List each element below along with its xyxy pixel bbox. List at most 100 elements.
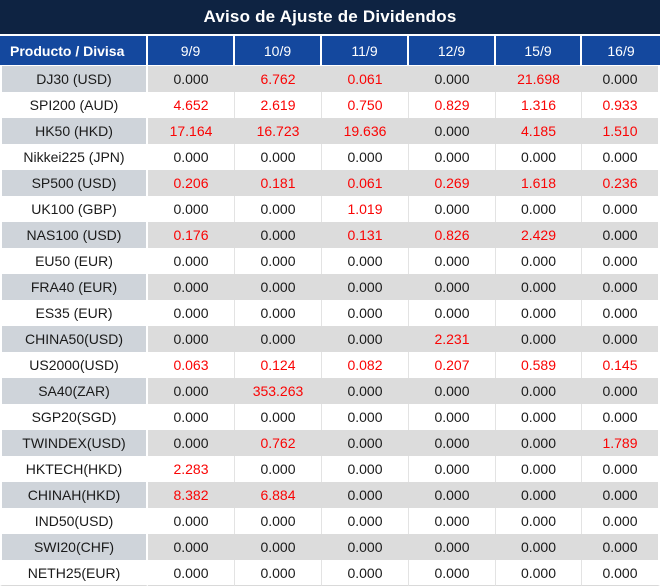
product-cell: ES35 (EUR) [0, 300, 148, 326]
value-cell: 0.000 [496, 404, 582, 430]
value-cell: 0.000 [409, 300, 496, 326]
column-header-date-10-9: 10/9 [235, 36, 322, 66]
value-cell: 0.000 [409, 482, 496, 508]
table-row: Nikkei225 (JPN) 0.000 0.000 0.000 0.000 0.000… [0, 144, 660, 170]
value-cell: 0.000 [496, 560, 582, 586]
value-cell: 0.000 [322, 534, 409, 560]
value-cell: 0.000 [148, 248, 235, 274]
table-row: SPI200 (AUD) 4.652 2.619 0.750 0.829 1.316 0.9… [0, 92, 660, 118]
value-cell: 0.131 [322, 222, 409, 248]
value-cell: 0.181 [235, 170, 322, 196]
value-cell: 0.000 [322, 508, 409, 534]
value-cell: 0.000 [582, 196, 660, 222]
value-cell: 4.652 [148, 92, 235, 118]
value-cell: 0.000 [496, 378, 582, 404]
table-row: US2000(USD) 0.063 0.124 0.082 0.207 0.589 0.14… [0, 352, 660, 378]
value-cell: 0.000 [582, 326, 660, 352]
value-cell: 0.000 [409, 248, 496, 274]
value-cell: 0.000 [409, 66, 496, 92]
value-cell: 0.589 [496, 352, 582, 378]
product-cell: NAS100 (USD) [0, 222, 148, 248]
table-row: SGP20(SGD) 0.000 0.000 0.000 0.000 0.000 0.000 [0, 404, 660, 430]
value-cell: 2.619 [235, 92, 322, 118]
product-cell: SA40(ZAR) [0, 378, 148, 404]
value-cell: 0.826 [409, 222, 496, 248]
value-cell: 0.000 [496, 534, 582, 560]
product-cell: Nikkei225 (JPN) [0, 144, 148, 170]
value-cell: 1.789 [582, 430, 660, 456]
value-cell: 0.063 [148, 352, 235, 378]
value-cell: 0.000 [582, 456, 660, 482]
value-cell: 0.000 [148, 534, 235, 560]
value-cell: 0.000 [235, 326, 322, 352]
value-cell: 0.000 [496, 196, 582, 222]
value-cell: 0.000 [148, 326, 235, 352]
value-cell: 0.000 [409, 456, 496, 482]
value-cell: 0.000 [409, 534, 496, 560]
product-cell: SGP20(SGD) [0, 404, 148, 430]
value-cell: 0.000 [235, 248, 322, 274]
value-cell: 0.000 [322, 144, 409, 170]
table-row: HKTECH(HKD) 2.283 0.000 0.000 0.000 0.000 0.00… [0, 456, 660, 482]
value-cell: 0.000 [582, 144, 660, 170]
value-cell: 0.000 [148, 560, 235, 586]
value-cell: 0.000 [322, 456, 409, 482]
page-title: Aviso de Ajuste de Dividendos [0, 0, 660, 34]
column-header-date-9-9: 9/9 [148, 36, 235, 66]
value-cell: 353.263 [235, 378, 322, 404]
table-row: CHINA50(USD) 0.000 0.000 0.000 2.231 0.000 0.0… [0, 326, 660, 352]
value-cell: 0.000 [409, 404, 496, 430]
value-cell: 0.236 [582, 170, 660, 196]
product-cell: EU50 (EUR) [0, 248, 148, 274]
value-cell: 6.762 [235, 66, 322, 92]
value-cell: 0.000 [409, 274, 496, 300]
column-header-date-12-9: 12/9 [409, 36, 496, 66]
value-cell: 0.061 [322, 170, 409, 196]
table-body: DJ30 (USD) 0.000 6.762 0.061 0.000 21.698 0.00… [0, 66, 660, 586]
value-cell: 8.382 [148, 482, 235, 508]
value-cell: 6.884 [235, 482, 322, 508]
value-cell: 0.000 [235, 300, 322, 326]
value-cell: 0.000 [582, 378, 660, 404]
value-cell: 0.000 [582, 66, 660, 92]
value-cell: 0.000 [322, 378, 409, 404]
column-header-date-11-9: 11/9 [322, 36, 409, 66]
value-cell: 0.000 [322, 326, 409, 352]
value-cell: 0.000 [235, 222, 322, 248]
value-cell: 0.000 [148, 66, 235, 92]
value-cell: 0.000 [148, 378, 235, 404]
value-cell: 0.933 [582, 92, 660, 118]
value-cell: 0.000 [409, 196, 496, 222]
product-cell: SP500 (USD) [0, 170, 148, 196]
value-cell: 0.061 [322, 66, 409, 92]
value-cell: 0.176 [148, 222, 235, 248]
value-cell: 0.000 [322, 300, 409, 326]
value-cell: 0.000 [148, 274, 235, 300]
value-cell: 0.000 [496, 430, 582, 456]
value-cell: 0.000 [582, 274, 660, 300]
value-cell: 0.000 [582, 404, 660, 430]
table-row: IND50(USD) 0.000 0.000 0.000 0.000 0.000 0.000 [0, 508, 660, 534]
table-row: ES35 (EUR) 0.000 0.000 0.000 0.000 0.000 0.000 [0, 300, 660, 326]
value-cell: 2.283 [148, 456, 235, 482]
value-cell: 0.207 [409, 352, 496, 378]
product-cell: FRA40 (EUR) [0, 274, 148, 300]
title-divider [0, 34, 660, 36]
product-cell: US2000(USD) [0, 352, 148, 378]
value-cell: 1.618 [496, 170, 582, 196]
table-row: FRA40 (EUR) 0.000 0.000 0.000 0.000 0.000 0.00… [0, 274, 660, 300]
value-cell: 0.000 [235, 534, 322, 560]
value-cell: 0.000 [322, 430, 409, 456]
table-row: SP500 (USD) 0.206 0.181 0.061 0.269 1.618 0.23… [0, 170, 660, 196]
table-row: DJ30 (USD) 0.000 6.762 0.061 0.000 21.698 0.00… [0, 66, 660, 92]
value-cell: 0.000 [409, 144, 496, 170]
value-cell: 0.082 [322, 352, 409, 378]
product-cell: SWI20(CHF) [0, 534, 148, 560]
product-cell: HK50 (HKD) [0, 118, 148, 144]
value-cell: 0.000 [322, 560, 409, 586]
value-cell: 0.000 [409, 378, 496, 404]
product-cell: CHINAH(HKD) [0, 482, 148, 508]
product-cell: DJ30 (USD) [0, 66, 148, 92]
product-cell: NETH25(EUR) [0, 560, 148, 586]
value-cell: 0.000 [235, 508, 322, 534]
